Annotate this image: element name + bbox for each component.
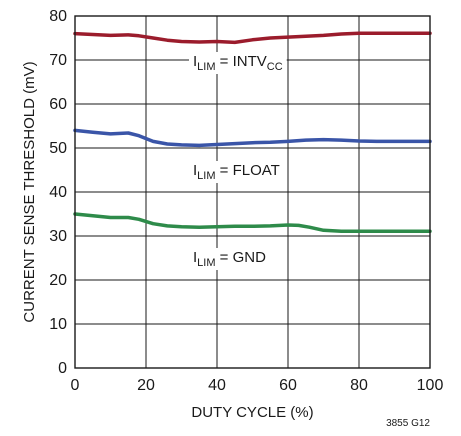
x-axis-title: DUTY CYCLE (%) <box>191 404 313 421</box>
series-line <box>73 128 432 148</box>
y-tick-labels: 0 10 20 30 40 50 60 70 80 <box>49 8 67 377</box>
y-tick-label: 40 <box>49 184 67 201</box>
series-labels: ILIM = INTVCC ILIM = FLOAT ILIM = GND <box>189 52 287 270</box>
y-tick-label: 0 <box>58 360 67 377</box>
y-tick-label: 80 <box>49 8 67 25</box>
series-lines <box>73 31 432 233</box>
x-tick-label: 40 <box>208 377 226 394</box>
x-tick-label: 60 <box>279 377 297 394</box>
series-label: ILIM = INTVCC <box>193 53 283 73</box>
x-tick-label: 0 <box>71 377 80 394</box>
series-label-background <box>189 248 270 270</box>
x-tick-label: 80 <box>350 377 368 394</box>
x-tick-label: 100 <box>417 377 444 394</box>
y-tick-label: 10 <box>49 316 67 333</box>
figure-code: 3855 G12 <box>386 418 430 429</box>
series-label-background <box>189 52 287 74</box>
y-tick-label: 20 <box>49 272 67 289</box>
plot-frame <box>74 15 431 369</box>
y-tick-label: 60 <box>49 96 67 113</box>
x-tick-labels: 0 20 40 60 80 100 <box>71 377 444 394</box>
y-tick-label: 30 <box>49 228 67 245</box>
series-label: ILIM = FLOAT <box>193 162 280 182</box>
y-tick-label: 50 <box>49 140 67 157</box>
series-label-background <box>189 161 284 183</box>
x-tick-label: 20 <box>137 377 155 394</box>
y-tick-label: 70 <box>49 52 67 69</box>
y-axis-title: CURRENT SENSE THRESHOLD (mV) <box>21 61 38 322</box>
series-line <box>73 212 432 233</box>
grid-lines <box>75 16 430 368</box>
series-line <box>73 31 432 45</box>
series-label: ILIM = GND <box>193 249 266 269</box>
